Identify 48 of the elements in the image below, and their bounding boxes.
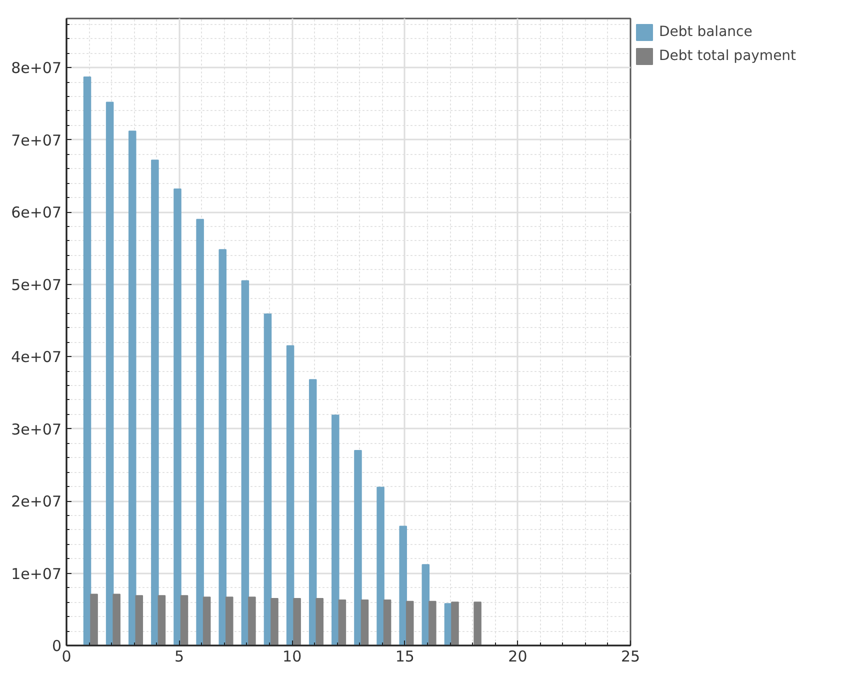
bar [354, 450, 362, 646]
bar [226, 596, 234, 646]
bar [376, 486, 384, 646]
y-tick-label: 1e+07 [11, 564, 62, 583]
x-tick-label: 25 [620, 648, 640, 666]
x-tick-label: 15 [395, 648, 414, 666]
bar [406, 600, 414, 646]
bar [202, 596, 211, 646]
y-tick-label: 2e+07 [11, 492, 62, 511]
bar [332, 414, 340, 646]
bar [158, 595, 166, 646]
bar [106, 102, 114, 646]
x-tick-label: 20 [508, 648, 528, 666]
x-tick-label: 5 [174, 648, 184, 666]
y-tick-label: 5e+07 [11, 276, 62, 294]
bar [383, 599, 392, 646]
bar [264, 313, 272, 646]
legend-label: Debt total payment [659, 48, 796, 64]
bar [286, 345, 294, 646]
y-tick-label: 7e+07 [11, 131, 62, 150]
bar [428, 600, 436, 646]
bar [196, 218, 204, 646]
bar [135, 595, 144, 646]
y-tick-label: 3e+07 [11, 420, 62, 438]
bar [112, 594, 120, 646]
bar [180, 595, 188, 646]
bar [308, 379, 317, 646]
y-tick-label: 4e+07 [11, 348, 62, 366]
bar [241, 280, 250, 646]
bar [218, 249, 226, 646]
bar [174, 188, 182, 646]
bar [90, 594, 98, 646]
legend-label: Debt balance [659, 24, 752, 40]
bar [128, 130, 136, 646]
bar [270, 598, 278, 646]
bar [151, 160, 159, 646]
bar [83, 76, 92, 646]
bar [399, 526, 407, 646]
y-tick-label: 8e+07 [11, 59, 62, 78]
bar [293, 598, 301, 646]
y-tick-label: 6e+07 [11, 204, 62, 222]
bar [338, 599, 346, 646]
bar [248, 596, 256, 646]
x-tick-label: 10 [282, 648, 302, 666]
bar [316, 598, 324, 646]
bar [474, 602, 482, 646]
bar [451, 602, 459, 646]
bar [360, 599, 369, 646]
